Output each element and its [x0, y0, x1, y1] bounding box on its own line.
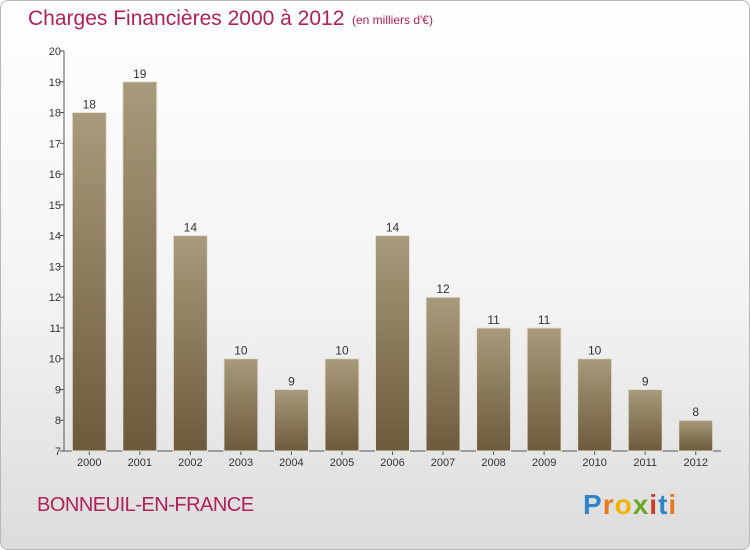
- y-tick-label: 17: [49, 138, 61, 150]
- bar: [122, 81, 158, 452]
- y-tick-label: 7: [55, 446, 61, 458]
- logo-letter: P: [583, 489, 603, 520]
- y-tick-label: 14: [49, 231, 61, 243]
- logo-letter: t: [658, 489, 669, 520]
- x-tick-label: 2011: [633, 457, 657, 469]
- logo-letter: x: [632, 489, 650, 520]
- data-label: 11: [487, 313, 500, 327]
- x-tick-label: 2009: [532, 457, 556, 469]
- bar: [223, 358, 259, 452]
- x-tick-label: 2001: [128, 457, 152, 469]
- chart-title: Charges Financières 2000 à 2012: [28, 7, 345, 30]
- y-tick-label: 19: [49, 77, 61, 89]
- x-tick-label: 2007: [431, 457, 455, 469]
- data-label: 10: [588, 344, 602, 358]
- data-label: 14: [386, 221, 400, 235]
- data-label: 10: [234, 344, 248, 358]
- y-tick-label: 18: [49, 108, 61, 120]
- y-tick-label: 13: [49, 261, 61, 273]
- x-tick-label: 2012: [683, 457, 707, 469]
- data-label: 9: [642, 374, 649, 388]
- y-tick-label: 20: [49, 46, 61, 58]
- logo-letter: o: [614, 489, 633, 520]
- bar: [678, 419, 714, 452]
- proxiti-logo: Proxiti: [583, 489, 677, 521]
- x-tick-label: 2005: [330, 457, 354, 469]
- x-tick-label: 2006: [380, 457, 404, 469]
- bar: [425, 296, 461, 452]
- bar: [375, 235, 410, 452]
- data-label: 11: [538, 313, 551, 327]
- data-label: 12: [436, 282, 450, 296]
- bar: [273, 388, 309, 452]
- data-label: 8: [692, 405, 699, 419]
- bar: [526, 327, 562, 452]
- data-label: 14: [184, 221, 198, 235]
- y-tick-label: 12: [49, 292, 61, 304]
- logo-letter: i: [649, 489, 659, 520]
- y-tick-label: 10: [49, 354, 61, 366]
- commune-name: BONNEUIL-EN-FRANCE: [37, 494, 254, 516]
- data-label: 18: [83, 98, 97, 112]
- x-tick-label: 2008: [481, 457, 505, 469]
- logo-letter: i: [668, 489, 678, 520]
- y-tick-label: 15: [49, 200, 61, 212]
- data-label: 9: [288, 374, 295, 388]
- y-tick-label: 9: [55, 384, 61, 396]
- x-tick-label: 2004: [279, 457, 303, 469]
- x-tick-label: 2000: [77, 457, 101, 469]
- chart-unit: (en milliers d'€): [352, 13, 433, 27]
- bar: [627, 388, 663, 452]
- data-label: 10: [335, 344, 349, 358]
- x-tick-label: 2010: [582, 457, 606, 469]
- bar: [577, 358, 613, 452]
- y-tick-label: 16: [49, 169, 61, 181]
- bar: [324, 358, 360, 452]
- x-tick-label: 2002: [178, 457, 202, 469]
- bar: [172, 235, 208, 452]
- x-tick-label: 2003: [229, 457, 253, 469]
- y-tick-label: 8: [55, 415, 61, 427]
- data-label: 19: [133, 67, 147, 81]
- bar: [71, 112, 107, 452]
- y-tick-label: 11: [50, 323, 61, 335]
- bar: [476, 327, 512, 452]
- logo-letter: r: [602, 489, 615, 520]
